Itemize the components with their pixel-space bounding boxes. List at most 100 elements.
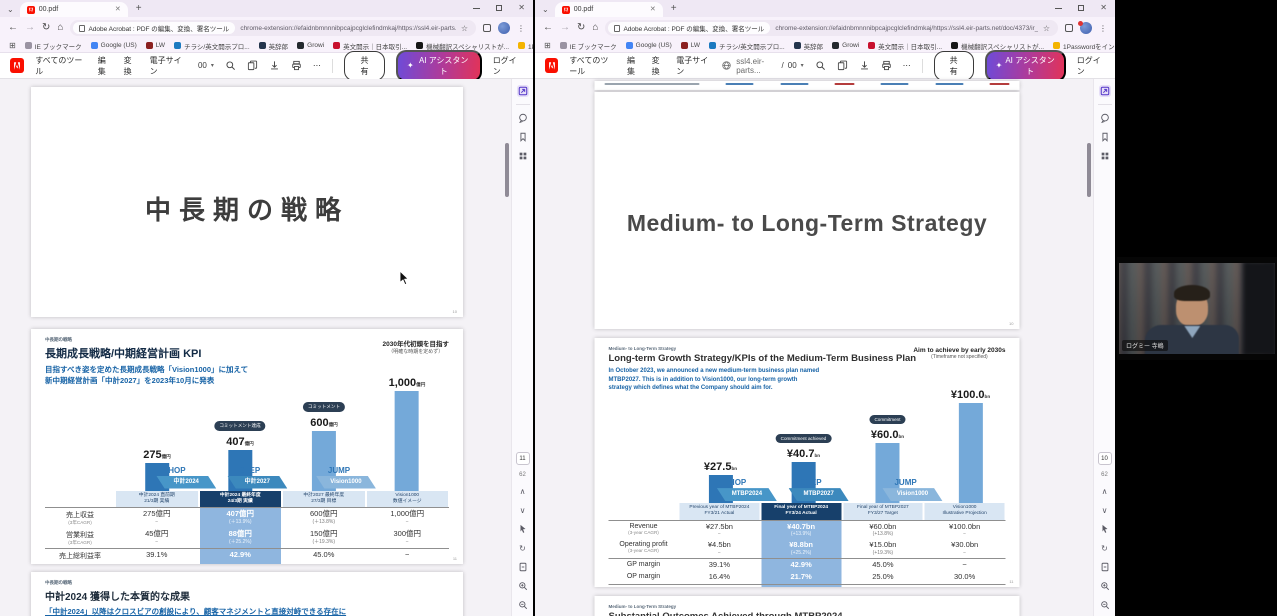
menu-convert[interactable]: 変換 — [651, 55, 660, 76]
tab-close-icon[interactable]: ✕ — [649, 6, 656, 13]
menu-all-tools[interactable]: すべてのツール — [569, 55, 609, 76]
bookmark-item[interactable]: Growi — [832, 41, 859, 51]
site-info-chip[interactable]: Adobe Acrobat : PDF の編集、変換、署名ツール — [608, 22, 771, 34]
bookmark-item[interactable]: 英辞郎 — [793, 41, 823, 51]
bookmarks-panel-icon[interactable] — [1099, 131, 1111, 143]
comments-panel-icon[interactable] — [1099, 112, 1111, 124]
apps-grid-icon[interactable]: ⊞ — [544, 41, 551, 50]
zoom-in-icon[interactable] — [517, 580, 529, 592]
previous-page-icon[interactable]: ∧ — [519, 486, 526, 496]
print-icon[interactable] — [881, 60, 892, 71]
menu-esign[interactable]: 電子サイン — [676, 55, 709, 76]
reload-icon[interactable]: ↻ — [42, 22, 51, 33]
maximize-button[interactable] — [496, 5, 503, 11]
select-tool-icon[interactable] — [517, 523, 529, 535]
bookmark-item[interactable]: チラシ/英文開示プロ... — [709, 41, 785, 51]
site-info-chip[interactable]: Adobe Acrobat : PDF の編集、変換、署名ツール — [73, 22, 236, 34]
zoom-out-icon[interactable] — [1099, 599, 1111, 611]
extensions-icon[interactable] — [1065, 24, 1073, 32]
bookmark-item[interactable]: 英文開示｜日本取引... — [868, 41, 942, 51]
more-tools-icon[interactable]: ⋯ — [312, 61, 321, 70]
bookmarks-panel-icon[interactable] — [517, 131, 529, 143]
ai-assistant-button[interactable]: ✦ AI アシスタント — [984, 49, 1066, 82]
apps-grid-icon[interactable]: ⊞ — [9, 41, 16, 50]
document-title[interactable]: 00 ▾ — [197, 61, 214, 70]
thumbnails-panel-icon[interactable] — [1099, 150, 1111, 162]
menu-all-tools[interactable]: すべてのツール — [35, 55, 83, 76]
fit-page-icon[interactable] — [517, 561, 529, 573]
minimize-button[interactable] — [1055, 7, 1063, 9]
download-icon[interactable] — [269, 60, 280, 71]
bookmark-item[interactable]: Google (US) — [625, 41, 672, 51]
ai-assistant-panel-icon[interactable] — [1098, 85, 1111, 97]
zoom-in-icon[interactable] — [1099, 580, 1111, 592]
new-tab-button[interactable]: + — [135, 3, 142, 14]
forward-icon[interactable]: → — [560, 22, 570, 33]
comments-panel-icon[interactable] — [517, 112, 529, 124]
browser-tab[interactable]: 00.pdf ✕ — [554, 2, 663, 17]
forward-icon[interactable]: → — [25, 22, 35, 33]
select-tool-icon[interactable] — [1099, 523, 1111, 535]
browser-menu-icon[interactable]: ⋮ — [517, 23, 525, 33]
bookmark-star-icon[interactable]: ☆ — [460, 23, 468, 33]
next-page-icon[interactable]: ∨ — [519, 505, 526, 515]
login-link[interactable]: ログイン — [1076, 55, 1101, 76]
bookmark-item[interactable]: 1Passwordをインスト... — [1053, 41, 1115, 51]
login-link[interactable]: ログイン — [492, 55, 517, 76]
bookmark-item[interactable]: LW — [145, 41, 165, 51]
bookmark-item[interactable]: 英辞郎 — [258, 41, 288, 51]
home-icon[interactable]: ⌂ — [592, 22, 599, 33]
menu-edit[interactable]: 編集 — [627, 55, 636, 76]
maximize-button[interactable] — [1078, 5, 1085, 11]
share-button[interactable]: 共有 — [343, 50, 386, 81]
print-icon[interactable] — [291, 60, 302, 71]
ai-assistant-button[interactable]: ✦ AI アシスタント — [396, 49, 482, 82]
omnibox[interactable]: Adobe Acrobat : PDF の編集、変換、署名ツール chrome-… — [605, 20, 1058, 36]
browser-menu-icon[interactable]: ⋮ — [1099, 23, 1107, 33]
rotate-page-icon[interactable]: ↻ — [1101, 543, 1108, 553]
rotate-page-icon[interactable]: ↻ — [519, 543, 526, 553]
current-page-indicator[interactable]: 10 — [1097, 452, 1112, 465]
omnibox[interactable]: Adobe Acrobat : PDF の編集、変換、署名ツール chrome-… — [70, 20, 476, 36]
bookmark-item[interactable]: IE ブックマーク — [559, 41, 617, 51]
bookmark-item[interactable]: IE ブックマーク — [24, 41, 82, 51]
bookmark-item[interactable]: LW — [680, 41, 700, 51]
document-title[interactable]: ssl4.eir-parts... / 00 ▾ — [721, 57, 804, 75]
bookmark-star-icon[interactable]: ☆ — [1042, 23, 1050, 33]
back-icon[interactable]: ← — [8, 22, 18, 33]
next-page-icon[interactable]: ∨ — [1101, 505, 1108, 515]
menu-convert[interactable]: 変換 — [123, 55, 132, 76]
bookmark-item[interactable]: Google (US) — [90, 41, 137, 51]
menu-edit[interactable]: 編集 — [97, 55, 106, 76]
close-window-button[interactable]: ✕ — [518, 3, 525, 12]
minimize-button[interactable] — [473, 7, 481, 9]
fit-page-icon[interactable] — [1099, 561, 1111, 573]
thumbnails-panel-icon[interactable] — [517, 150, 529, 162]
bookmark-item[interactable]: 英文開示｜日本取引... — [333, 41, 407, 51]
search-icon[interactable] — [225, 60, 236, 71]
scrollbar-thumb[interactable] — [1087, 143, 1091, 197]
home-icon[interactable]: ⌂ — [57, 22, 64, 33]
document-scrollbar[interactable] — [505, 79, 510, 616]
bookmark-item[interactable]: Growi — [297, 41, 324, 51]
menu-esign[interactable]: 電子サイン — [149, 55, 182, 76]
new-tab-button[interactable]: + — [670, 3, 677, 14]
more-tools-icon[interactable]: ⋯ — [902, 61, 911, 70]
tab-search-chevron-icon[interactable]: ⌄ — [7, 5, 14, 14]
profile-avatar[interactable] — [498, 22, 510, 34]
share-button[interactable]: 共有 — [933, 50, 974, 81]
bookmark-item[interactable]: 1Passwordをインスト... — [518, 41, 533, 51]
previous-page-icon[interactable]: ∧ — [1101, 486, 1108, 496]
browser-tab[interactable]: 00.pdf ✕ — [19, 2, 128, 17]
ai-assistant-panel-icon[interactable] — [516, 85, 529, 97]
zoom-out-icon[interactable] — [517, 599, 529, 611]
document-scrollbar[interactable] — [1087, 79, 1092, 616]
extensions-icon[interactable] — [483, 24, 491, 32]
tab-search-chevron-icon[interactable]: ⌄ — [542, 5, 549, 14]
bookmark-item[interactable]: チラシ/英文開示プロ... — [174, 41, 250, 51]
search-icon[interactable] — [815, 60, 826, 71]
pages-icon[interactable] — [247, 60, 258, 71]
back-icon[interactable]: ← — [543, 22, 553, 33]
download-icon[interactable] — [859, 60, 870, 71]
current-page-indicator[interactable]: 11 — [515, 452, 530, 465]
